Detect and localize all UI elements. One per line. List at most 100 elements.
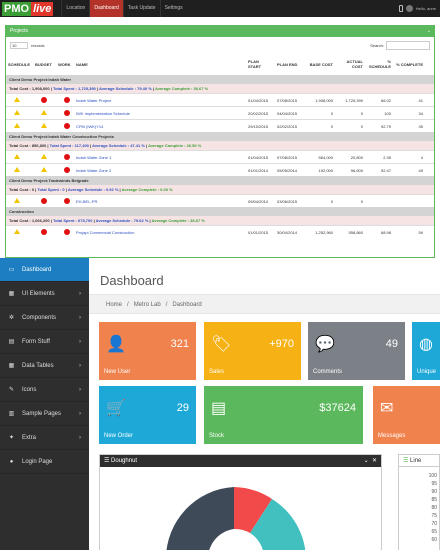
cell-sp: 2.35 bbox=[383, 154, 391, 160]
cell-sp: 92.47 bbox=[380, 167, 391, 173]
sidebar-item-form-stuff[interactable]: ▤ Form Stuff › bbox=[0, 330, 89, 354]
comments-icon: 💬 bbox=[315, 336, 335, 353]
tile-unique[interactable]: ◍ Unique bbox=[412, 322, 440, 380]
project-link[interactable]: Indah Water Project bbox=[76, 97, 112, 103]
status-dot-icon bbox=[64, 166, 70, 173]
nav-item-task-update[interactable]: Task Update bbox=[122, 0, 160, 17]
cell-pe: 05/05/2014 bbox=[277, 167, 298, 173]
phone-icon[interactable] bbox=[398, 5, 403, 12]
project-link[interactable]: IWK Implementation Schedule bbox=[76, 110, 130, 116]
doughnut-widget-header: ☰ Doughnut ⌄ ✕ bbox=[100, 455, 381, 467]
status-cell bbox=[6, 110, 33, 116]
pmo-navbar: PMO live Location Dashboard Task Update Sett… bbox=[0, 0, 440, 17]
sidebar-item-label: Dashboard bbox=[22, 266, 52, 273]
cell-pe: 04/04/2015 bbox=[277, 110, 298, 116]
sidebar-item-login-page[interactable]: ● Login Page bbox=[0, 450, 89, 474]
tile-messages[interactable]: ✉ Messages bbox=[373, 386, 440, 444]
chevron-down-icon[interactable]: ⌄ bbox=[426, 28, 431, 34]
search-label: Search: bbox=[370, 42, 384, 48]
project-link[interactable]: CPM (IWK)Y14 bbox=[76, 123, 104, 129]
tags-icon: 🏷 bbox=[211, 336, 232, 353]
project-link[interactable]: EH-BEL-PR bbox=[76, 198, 98, 204]
status-cell bbox=[56, 96, 74, 104]
y-tick-label: 65 bbox=[431, 529, 437, 535]
sidebar-item-sample-pages[interactable]: ▥ Sample Pages › bbox=[0, 402, 89, 426]
close-icon[interactable]: ✕ bbox=[371, 458, 377, 464]
total-comp: Average Complete : 38.67 % bbox=[151, 218, 205, 223]
tile-label: New Order bbox=[104, 433, 134, 439]
tile-new-user[interactable]: 👤 321 New User bbox=[99, 322, 196, 380]
project-link[interactable]: Indah Water Zone 1 bbox=[76, 154, 112, 160]
sidebar-item-dashboard[interactable]: ▭ Dashboard bbox=[0, 258, 89, 282]
chevron-down-icon[interactable]: ⌄ bbox=[363, 458, 369, 464]
cell-pe: 07/08/2015 bbox=[277, 97, 298, 103]
pmo-logo[interactable]: PMO live bbox=[2, 1, 54, 16]
avatar[interactable] bbox=[405, 5, 413, 12]
column-header-work[interactable]: WORK bbox=[58, 61, 71, 67]
column-header-schedule[interactable]: SCHEDULE bbox=[8, 61, 31, 67]
entries-select[interactable]: 10 bbox=[10, 41, 28, 49]
tile-value: 321 bbox=[170, 338, 189, 350]
table-body: Client Demo Project:Indah Water Total Cos… bbox=[6, 75, 434, 238]
total-cost: Total Cost : 1,908,000 bbox=[9, 86, 50, 91]
breadcrumb-item[interactable]: Dashboard bbox=[172, 302, 202, 308]
briefcase-icon: ▦ bbox=[8, 291, 15, 297]
nav-item-settings[interactable]: Settings bbox=[159, 0, 187, 17]
sidebar-item-label: Components bbox=[22, 314, 57, 321]
column-header-plan-end[interactable]: PLAN END bbox=[277, 61, 298, 67]
tile-sales[interactable]: 🏷 +970 Sales bbox=[204, 322, 301, 380]
chevron-right-icon: › bbox=[79, 314, 81, 321]
status-cell bbox=[33, 167, 56, 173]
breadcrumb: Home / Metro Lab / Dashboard bbox=[89, 294, 440, 314]
column-header-base-cost[interactable]: BASE COST bbox=[309, 61, 333, 67]
doughnut-slice-dark bbox=[166, 487, 234, 550]
pages-icon: ▥ bbox=[8, 411, 15, 417]
project-link[interactable]: Indah Water Zone 2 bbox=[76, 167, 112, 173]
column-header-actual-cost[interactable]: ACTUAL COST bbox=[346, 59, 363, 69]
column-header-budget[interactable]: BUDGET bbox=[35, 61, 52, 67]
y-tick-label: 95 bbox=[431, 481, 437, 487]
breadcrumb-item[interactable]: Metro Lab bbox=[133, 302, 161, 308]
status-cell bbox=[56, 153, 74, 161]
tile-stock[interactable]: ▤ $37624 Stock bbox=[204, 386, 363, 444]
cell-ps: 01/04/2015 bbox=[248, 154, 269, 160]
search-input[interactable] bbox=[386, 40, 430, 50]
bars-icon: ☰ bbox=[104, 458, 112, 464]
cell-ac: 1,725,390 bbox=[345, 97, 363, 103]
column-header--complete[interactable]: % COMPLETE bbox=[396, 61, 423, 67]
status-cell bbox=[6, 167, 33, 173]
sidebar-item-components[interactable]: ✲ Components › bbox=[0, 306, 89, 330]
cell-bc: 564,000 bbox=[318, 154, 333, 160]
column-header-name[interactable]: NAME bbox=[76, 61, 88, 67]
total-spent: Total Spent : 1,725,390 bbox=[52, 86, 96, 91]
total-cost: Total Cost : 0 bbox=[9, 187, 35, 192]
column-header-plan-start[interactable]: PLAN START bbox=[248, 59, 262, 69]
breadcrumb-separator: / bbox=[127, 302, 129, 308]
cell-sp: 66.02 bbox=[380, 97, 391, 103]
cell-ps: 01/01/2015 bbox=[248, 229, 269, 235]
sidebar-item-extra[interactable]: ✦ Extra › bbox=[0, 426, 89, 450]
status-cell bbox=[56, 122, 74, 130]
tile-new-order[interactable]: 🛒 29 New Order bbox=[99, 386, 196, 444]
sidebar-item-data-tables[interactable]: ▦ Data Tables › bbox=[0, 354, 89, 378]
cell-bc: 0 bbox=[330, 123, 333, 129]
bars-icon: ☰ bbox=[403, 458, 411, 464]
sidebar-item-ui-elements[interactable]: ▦ UI Elements › bbox=[0, 282, 89, 306]
status-cell bbox=[6, 198, 33, 204]
breadcrumb-item[interactable]: Home bbox=[106, 302, 123, 308]
project-link[interactable]: Projapi Commercial Construction bbox=[76, 229, 135, 235]
nav-item-dashboard[interactable]: Dashboard bbox=[89, 0, 123, 17]
tile-comments[interactable]: 💬 49 Comments bbox=[308, 322, 405, 380]
column-header--schedule[interactable]: % SCHEDULE bbox=[368, 59, 391, 69]
status-cell bbox=[33, 154, 56, 160]
cell-ac: 20,800 bbox=[350, 154, 363, 160]
group-header: Construction bbox=[6, 207, 434, 216]
cell-bc: 0 bbox=[330, 110, 333, 116]
nav-item-location[interactable]: Location bbox=[61, 0, 89, 17]
status-triangle-icon bbox=[14, 110, 20, 115]
user-greeting[interactable]: Hello, anne bbox=[415, 6, 436, 11]
tile-label: New User bbox=[104, 369, 131, 375]
sidebar-item-icons[interactable]: ✎ Icons › bbox=[0, 378, 89, 402]
table-header: SCHEDULE BUDGET WORK NAME PLAN START PLAN END… bbox=[6, 53, 434, 75]
cart-icon: 🛒 bbox=[106, 400, 126, 417]
